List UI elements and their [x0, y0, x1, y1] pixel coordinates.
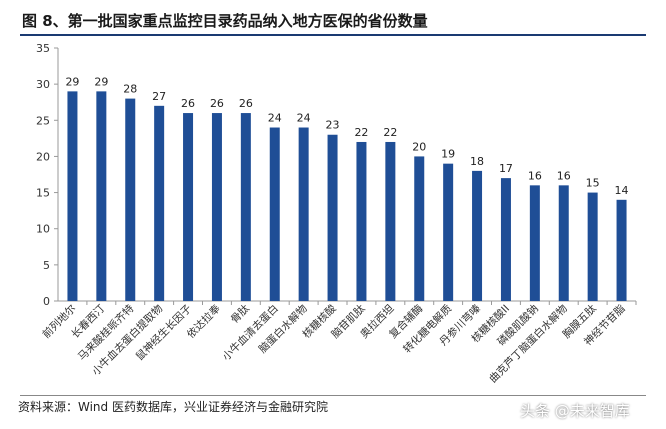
data-label: 27	[152, 90, 166, 103]
source-note: 资料来源：Wind 医药数据库，兴业证券经济与金融研究院	[18, 400, 328, 414]
bar	[443, 163, 454, 301]
bar	[472, 170, 483, 301]
data-label: 14	[615, 184, 629, 197]
y-tick-label: 30	[36, 78, 50, 91]
y-tick-label: 5	[43, 259, 50, 272]
data-label: 18	[470, 155, 484, 168]
data-label: 29	[65, 75, 79, 88]
data-label: 20	[412, 140, 426, 153]
data-label: 26	[239, 97, 253, 110]
data-label: 22	[354, 126, 368, 139]
y-tick-label: 20	[36, 150, 50, 163]
data-label: 16	[528, 169, 542, 182]
data-label: 28	[123, 83, 137, 96]
bar	[529, 185, 540, 301]
data-label: 23	[326, 119, 340, 132]
bar	[240, 113, 251, 301]
bar	[211, 113, 222, 301]
watermark: 头条 @未来智库	[520, 402, 630, 420]
chart-title: 图 8、第一批国家重点监控目录药品纳入地方医保的省份数量	[22, 12, 428, 30]
data-label: 17	[499, 162, 513, 175]
data-label: 24	[268, 112, 282, 125]
bar	[67, 91, 78, 301]
bar	[183, 113, 194, 301]
data-label: 29	[94, 75, 108, 88]
bar	[558, 185, 569, 301]
bar	[385, 141, 396, 301]
title-bar: 图 8、第一批国家重点监控目录药品纳入地方医保的省份数量	[20, 6, 646, 36]
data-label: 16	[557, 169, 571, 182]
y-tick-label: 25	[36, 114, 50, 127]
data-label: 24	[297, 112, 311, 125]
bar	[414, 156, 425, 301]
category-label: 骨肽	[228, 302, 252, 326]
data-label: 22	[383, 126, 397, 139]
bar	[616, 199, 627, 301]
bar	[587, 192, 598, 301]
data-label: 26	[181, 97, 195, 110]
data-label: 19	[441, 148, 455, 161]
y-tick-label: 10	[36, 223, 50, 236]
bar	[356, 141, 367, 301]
y-tick-label: 0	[43, 295, 50, 308]
y-tick-label: 15	[36, 187, 50, 200]
data-label: 26	[210, 97, 224, 110]
data-label: 15	[586, 177, 600, 190]
bar	[96, 91, 107, 301]
divider	[20, 395, 646, 396]
bar	[269, 127, 280, 301]
bar	[154, 105, 165, 301]
bar	[500, 178, 511, 301]
bar	[327, 134, 338, 301]
y-tick-label: 35	[36, 42, 50, 55]
bar	[298, 127, 309, 301]
bar	[125, 98, 136, 301]
